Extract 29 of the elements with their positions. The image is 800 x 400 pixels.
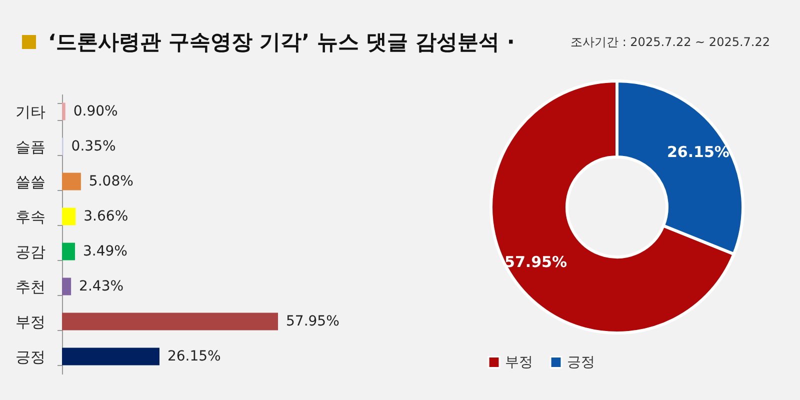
bar	[62, 312, 278, 330]
y-tick-label: 공감	[16, 243, 46, 261]
y-tick-label: 기타	[16, 103, 46, 121]
y-tick-label: 후속	[16, 208, 46, 226]
data-label: 2.43%	[79, 278, 124, 294]
y-tick-label: 쓸쓸	[16, 173, 46, 191]
data-label: 5.08%	[88, 174, 134, 190]
y-tick-label: 부정	[16, 313, 46, 331]
data-label: 3.49%	[83, 244, 128, 260]
data-label: 57.95%	[504, 252, 568, 271]
bar	[62, 102, 66, 120]
y-tick-label: 슬픔	[16, 138, 46, 156]
chart-title: ‘드론사령관 구속영장 기각’ 뉴스 댓글 감성분석 ·	[48, 29, 515, 56]
data-label: 0.35%	[71, 138, 116, 154]
chart-subtitle: 조사기간 : 2025.7.22 ~ 2025.7.22	[570, 34, 770, 51]
bar	[62, 172, 81, 190]
y-tick-label: 긍정	[16, 348, 46, 366]
bar	[62, 242, 76, 260]
y-tick-label: 추천	[16, 278, 46, 296]
bar	[62, 278, 72, 296]
legend-label: 긍정	[567, 354, 595, 370]
bar	[62, 348, 160, 366]
data-label: 3.66%	[84, 208, 128, 224]
bar	[62, 208, 76, 226]
legend-label: 부정	[505, 354, 533, 370]
data-label: 57.95%	[286, 314, 340, 330]
data-label: 26.15%	[167, 348, 221, 364]
data-label: 26.15%	[666, 143, 730, 162]
data-label: 0.90%	[73, 104, 118, 120]
